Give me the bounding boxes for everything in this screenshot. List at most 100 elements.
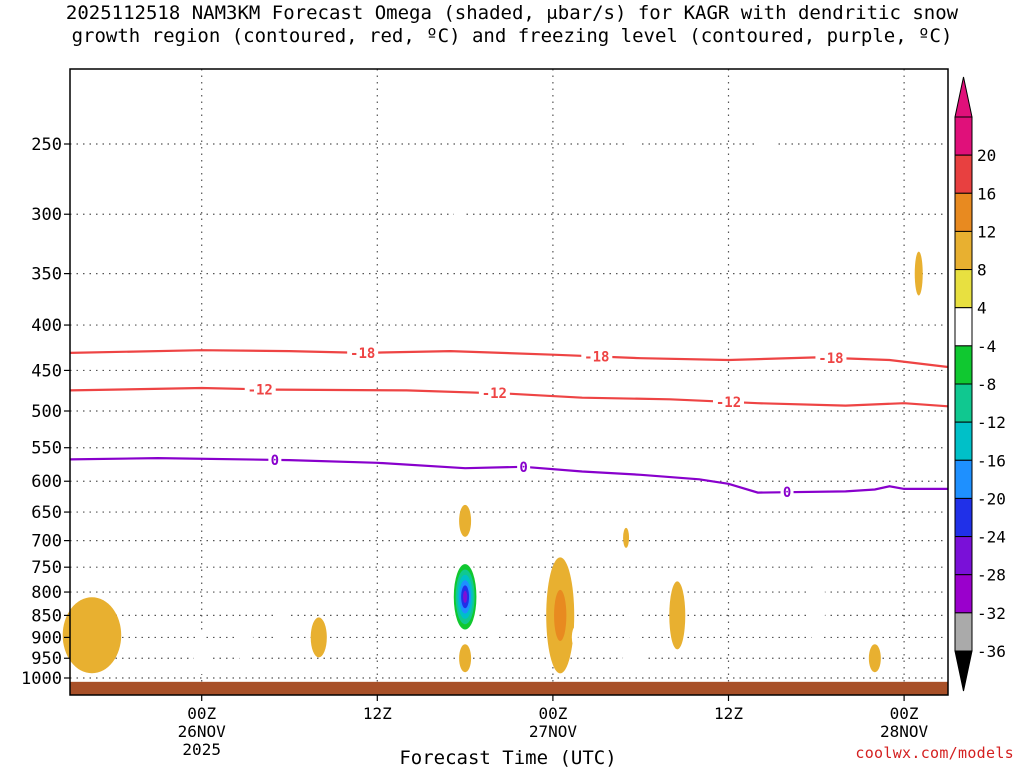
yellow-350 [914, 251, 923, 296]
title-line-2: growth region (contoured, red, ºC) and f… [71, 25, 953, 47]
colorbar-box [954, 574, 973, 614]
colorbar-label: -16 [977, 451, 1006, 470]
rising-890-small [310, 617, 327, 658]
y-tick-label: 900 [31, 628, 62, 648]
contour-label-bg [268, 451, 282, 468]
yellow-665 [459, 504, 472, 537]
watermark: coolwx.com/models [855, 744, 1014, 762]
contour-label-bg [780, 484, 794, 501]
colorbar-label: -36 [977, 642, 1006, 661]
colorbar-label: 20 [977, 146, 996, 165]
plot-background [70, 69, 948, 695]
green-860 [624, 599, 643, 640]
colorbar-box [954, 230, 973, 271]
y-axis: 2503003504004505005506006507007508008509… [21, 135, 70, 689]
y-tick-label: 750 [31, 558, 62, 578]
y-tick-label: 950 [31, 649, 62, 669]
colorbar-box [954, 383, 973, 423]
colorbar-box [954, 612, 973, 652]
yellow-695 [623, 527, 630, 548]
colorbar-label: 16 [977, 184, 996, 203]
green-250 [755, 104, 776, 169]
colorbar-arrow-bottom [954, 650, 973, 692]
green-920 [571, 627, 578, 648]
green-830 [485, 572, 504, 641]
plot-frame [69, 68, 949, 696]
x-tick-label: 00Z [187, 704, 216, 723]
contour-label: 0 [519, 460, 527, 476]
colorbar-label: -28 [977, 566, 1006, 585]
colorbar-box [954, 269, 973, 309]
contour-label-bg [517, 458, 531, 475]
gridlines [70, 69, 948, 695]
green-950 [622, 652, 645, 669]
colorbar-label: -8 [977, 375, 996, 394]
x-tick-label: 12Z [363, 704, 392, 723]
colorbar-label: 4 [977, 299, 987, 318]
yellow-950 [459, 644, 472, 673]
strong-sinking-810-core [462, 590, 468, 603]
y-tick-label: 550 [31, 439, 62, 459]
colorbar-box [954, 536, 973, 576]
y-tick-label: 850 [31, 606, 62, 626]
y-tick-label: 500 [31, 402, 62, 422]
y-tick-label: 800 [31, 583, 62, 603]
y-tick-label: 400 [31, 316, 62, 336]
x-tick-date: 28NOV [880, 722, 929, 741]
contour-label: -12 [248, 382, 273, 398]
x-tick-year: 2025 [182, 740, 221, 759]
y-tick-label: 650 [31, 503, 62, 523]
sinking-875-small [274, 606, 291, 647]
y-tick-label: 700 [31, 532, 62, 552]
colorbar-box [954, 497, 973, 538]
colorbar-arrow-top [954, 76, 973, 118]
colorbar-box [954, 192, 973, 232]
y-tick-label: 350 [31, 265, 62, 285]
contour-label-bg [347, 344, 379, 361]
colorbar-box [954, 154, 973, 194]
terrain [70, 681, 948, 695]
rising-925-lowlevel-west [62, 597, 122, 674]
colorbar-label: -4 [977, 337, 996, 356]
contour-label: -12 [716, 395, 741, 411]
rising-920-small [193, 634, 210, 675]
contour-label-bg [713, 393, 744, 410]
green-290 [453, 181, 462, 234]
colorbar-box [954, 421, 973, 461]
colorbar-box [954, 459, 973, 499]
x-tick-label: 00Z [890, 704, 919, 723]
colorbar-label: -32 [977, 604, 1006, 623]
colorbar-label: -24 [977, 528, 1006, 547]
x-tick-label: 12Z [714, 704, 743, 723]
contour-0 [69, 456, 948, 494]
y-tick-label: 300 [31, 205, 62, 225]
yellow-950b [868, 644, 881, 673]
contour-label: -18 [818, 351, 843, 367]
omega-shading [62, 104, 923, 675]
frame-border [69, 68, 949, 696]
x-tick-date: 26NOV [178, 722, 227, 741]
y-tick-label: 1000 [21, 669, 62, 689]
colorbar-label: -20 [977, 489, 1006, 508]
x-tick-label: 00Z [538, 704, 567, 723]
colorbar-box [954, 345, 973, 385]
y-tick-label: 250 [31, 135, 62, 155]
sinking-900-small [237, 625, 254, 666]
title-line-1: 2025112518 NAM3KM Forecast Omega (shaded… [65, 2, 959, 24]
plot-area [70, 69, 948, 695]
yellow-850 [669, 581, 686, 650]
contour-label: 0 [783, 485, 791, 501]
chart-title: 2025112518 NAM3KM Forecast Omega (shaded… [0, 2, 1024, 48]
colorbar-box [954, 116, 973, 156]
x-axis-label: Forecast Time (UTC) [399, 747, 616, 768]
contour-label-bg [478, 385, 510, 402]
contour-label: -18 [350, 346, 375, 362]
colorbar-label: 12 [977, 222, 996, 241]
contour-label: 0 [271, 453, 279, 469]
green-270 [624, 132, 643, 201]
terrain-fill [70, 681, 948, 695]
contour-label-bg [581, 348, 613, 365]
contour-label-bg [815, 349, 847, 366]
